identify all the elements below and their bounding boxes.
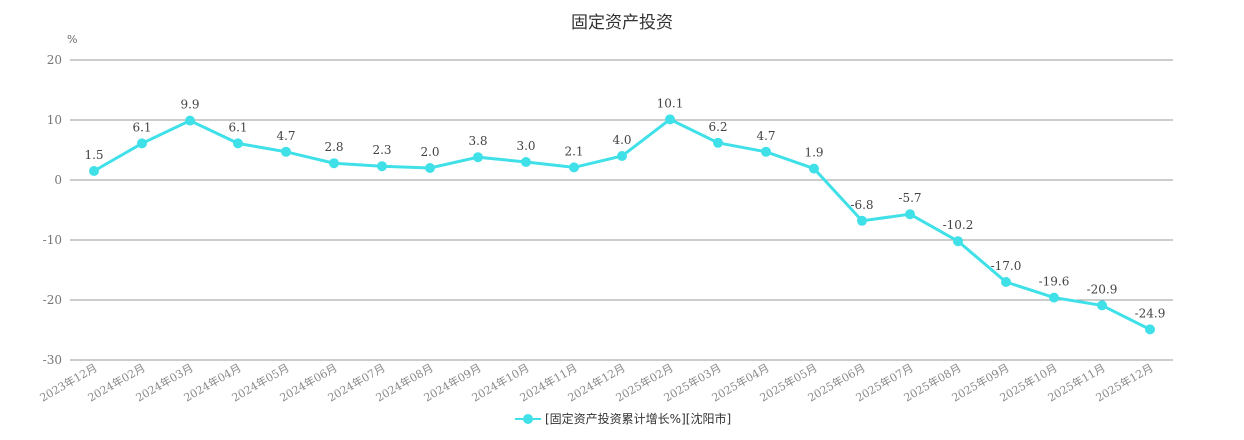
data-point [425,163,435,173]
data-label: 2.0 [420,145,439,159]
data-label: 3.8 [468,134,487,148]
y-tick-label: 0 [54,173,62,187]
data-label: 10.1 [657,96,684,110]
y-axis-unit: % [67,33,77,46]
data-point [473,152,483,163]
y-tick-label: 10 [47,113,62,127]
series-line [93,117,1151,331]
y-tick-label: -20 [43,293,62,307]
data-point [1001,277,1011,287]
data-point [521,157,531,167]
data-point [857,215,867,226]
data-label: -24.9 [1135,306,1166,320]
data-label: 9.9 [180,98,199,112]
data-point [137,138,147,149]
data-point [665,114,675,125]
data-point [905,209,915,220]
data-point [185,115,195,126]
data-label: 2.8 [324,140,343,154]
data-label: 6.1 [132,120,151,134]
data-label: -6.8 [850,198,873,212]
data-label: 1.5 [84,148,103,162]
legend-item[interactable]: [固定资产投资累计增长%][沈阳市] [515,410,731,427]
data-label: 4.7 [276,129,295,143]
data-label: -19.6 [1039,275,1070,289]
data-point [1097,300,1107,311]
legend-marker-icon [515,413,541,425]
data-label: 3.0 [516,139,535,153]
data-label: -5.7 [898,191,921,205]
data-label: -17.0 [991,259,1022,273]
data-point [809,163,819,174]
data-point [761,146,771,157]
data-point [233,138,243,149]
data-point [329,158,339,169]
data-point [89,166,99,176]
data-label: -20.9 [1087,282,1118,296]
data-label: 2.1 [564,144,583,158]
data-label: 1.9 [804,146,823,160]
legend-label: [固定资产投资累计增长%][沈阳市] [545,412,732,426]
data-label: 4.0 [612,133,631,147]
data-point [377,161,387,172]
y-tick-label: 20 [47,53,62,67]
data-label: -10.2 [943,218,974,232]
data-point [569,162,579,173]
data-point [1049,292,1059,303]
chart-title: 固定资产投资 [571,13,673,33]
y-tick-label: -10 [43,233,62,247]
data-point [953,236,963,247]
data-point [617,151,627,161]
data-label: 6.2 [708,120,727,134]
y-tick-label: -30 [43,353,62,367]
data-label: 2.3 [372,143,391,157]
data-point [713,137,723,148]
data-point [1145,324,1155,335]
data-label: 6.1 [228,120,247,134]
data-point [281,146,291,157]
data-label: 4.7 [756,129,775,143]
